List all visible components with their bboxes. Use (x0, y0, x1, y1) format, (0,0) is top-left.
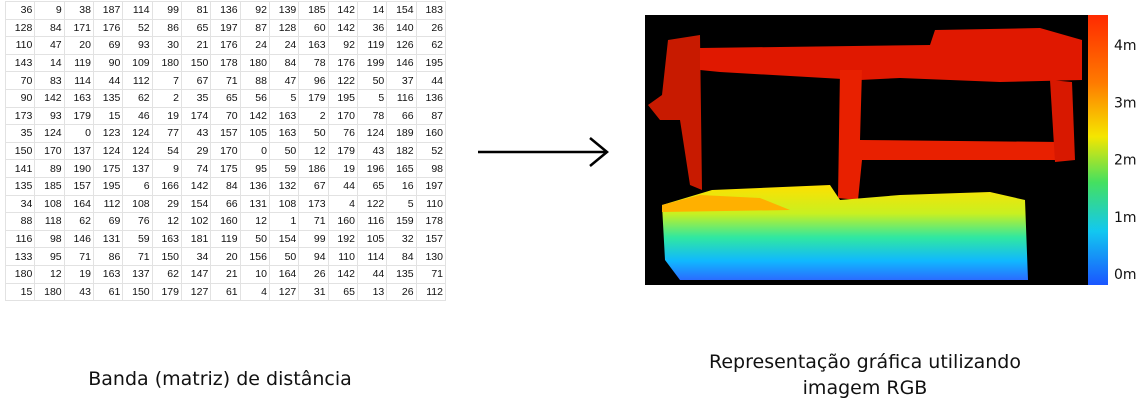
left-caption: Banda (matriz) de distância (40, 366, 400, 392)
page: {"table": {"rows": [ [36,9,38,187,114,99… (0, 0, 1146, 409)
colorbar-label: 0m (1114, 267, 1137, 283)
colorbar-label: 4m (1114, 38, 1137, 54)
colorbar-label: 1m (1114, 210, 1137, 226)
caption-line: Representação gráfica utilizando (640, 349, 1090, 375)
colorbar-label: 3m (1114, 95, 1137, 111)
depth-image (645, 15, 1108, 285)
caption-line: imagem RGB (640, 375, 1090, 401)
diagram: 4m 3m 2m 1m 0m (0, 0, 1146, 409)
right-caption: Representação gráfica utilizando imagem … (640, 349, 1090, 401)
colorbar-label: 2m (1114, 153, 1137, 169)
